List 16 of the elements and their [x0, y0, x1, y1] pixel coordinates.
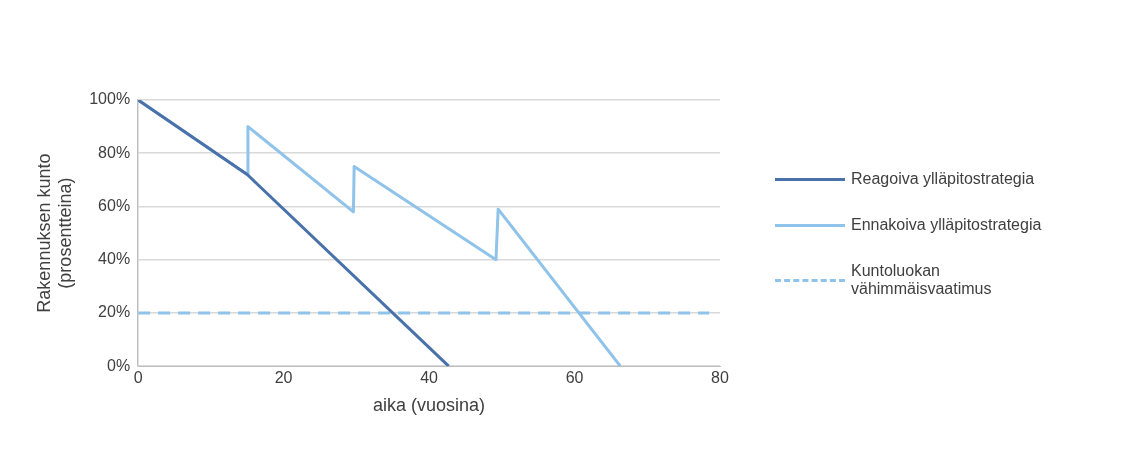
legend-label: Reagoiva ylläpitostrategia [851, 170, 1035, 188]
x-tick-label: 0 [133, 369, 143, 387]
y-tick-label: 20% [98, 303, 131, 321]
y-axis-title: Rakennuksen kunto (prosentteina) [33, 153, 76, 313]
x-tick-label: 40 [420, 369, 439, 387]
x-axis-title: aika (vuosina) [373, 395, 486, 416]
legend-label: Kuntoluokan vähimmäisvaatimus [851, 262, 993, 298]
x-tick-label: 20 [274, 369, 293, 387]
x-tick-label: 80 [711, 369, 729, 387]
y-tick-label: 0% [107, 356, 131, 374]
y-tick-label: 80% [98, 143, 131, 161]
legend-label: Ennakoiva ylläpitostrategia [851, 216, 1042, 234]
x-tick-label: 60 [565, 369, 584, 387]
y-tick-label: 100% [89, 90, 131, 108]
y-tick-label: 60% [98, 196, 131, 214]
y-tick-label: 40% [98, 250, 131, 268]
